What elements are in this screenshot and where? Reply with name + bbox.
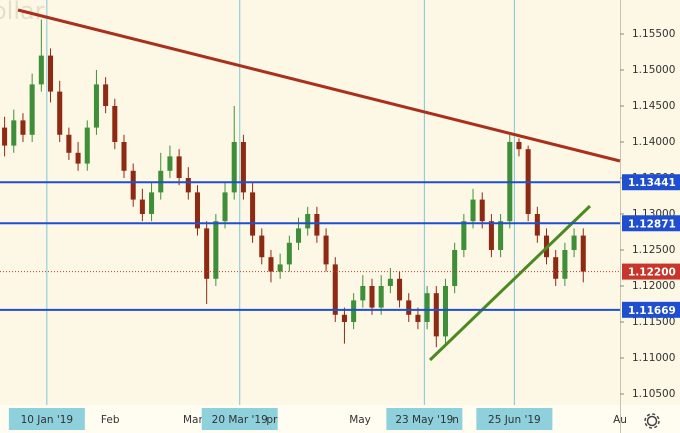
- candle-body: [323, 235, 329, 265]
- x-tick-label: pr: [266, 414, 278, 426]
- candle-body: [231, 141, 237, 193]
- candle-body: [20, 120, 26, 135]
- y-tick-label: 1.15000: [632, 64, 675, 76]
- candle-body: [185, 177, 191, 193]
- candle-body: [433, 293, 439, 337]
- candle-body: [286, 242, 292, 265]
- candle-body: [213, 221, 219, 279]
- x-axis-band: [0, 405, 680, 433]
- y-tick-label: 1.12000: [632, 280, 675, 292]
- level-label: 1.11669: [628, 305, 676, 317]
- level-label-box: [622, 174, 680, 191]
- x-tick-highlight: [386, 408, 463, 430]
- candle-body: [424, 293, 430, 322]
- candle-body: [415, 314, 421, 322]
- candle-body: [47, 55, 54, 92]
- candle-body: [442, 285, 449, 337]
- current-price-label: 1.12200: [628, 267, 676, 279]
- candle-body: [112, 105, 118, 142]
- candle-body: [479, 199, 485, 222]
- x-tick-label: Au: [613, 414, 627, 426]
- candle-body: [378, 285, 384, 308]
- x-tick-label: May: [349, 414, 371, 426]
- x-tick-highlight: [201, 408, 278, 430]
- level-label: 1.12871: [628, 218, 676, 230]
- y-tick-label: 1.11000: [632, 352, 675, 364]
- candle-body: [84, 127, 90, 164]
- candle-body: [406, 300, 412, 315]
- candle-body: [387, 278, 393, 286]
- y-tick-label: 1.14500: [632, 100, 675, 112]
- candle-body: [204, 228, 210, 279]
- candle-body: [194, 192, 201, 229]
- candle-body: [277, 264, 283, 272]
- candle-body: [580, 235, 586, 272]
- candle-body: [130, 170, 136, 200]
- candle-body: [121, 141, 127, 171]
- candle-body: [553, 257, 559, 279]
- y-tick-label: 1.10500: [632, 388, 675, 400]
- candle-body: [240, 141, 246, 193]
- candle-body: [332, 264, 338, 315]
- candle-body: [461, 221, 467, 250]
- y-tick-label: 1.15500: [632, 28, 675, 40]
- candle-body: [29, 84, 35, 135]
- current-price-box: [622, 263, 680, 280]
- candle-body: [38, 55, 44, 85]
- x-tick-label: Feb: [101, 414, 120, 426]
- candle-body: [351, 300, 357, 322]
- candle-body: [562, 249, 568, 279]
- candle-body: [167, 156, 173, 171]
- candle-body: [103, 84, 109, 106]
- y-tick-label: 1.12500: [632, 244, 675, 256]
- x-tick-label: 23 May '19: [395, 414, 453, 426]
- candle-body: [305, 213, 311, 229]
- candle-body: [452, 249, 458, 286]
- x-tick-label: Mar: [183, 414, 203, 426]
- candle-body: [66, 134, 72, 153]
- x-tick-highlight: [8, 408, 85, 430]
- candle-body: [397, 278, 403, 301]
- candle-body: [139, 199, 145, 214]
- candle-body: [149, 192, 155, 214]
- candle-body: [259, 235, 265, 258]
- candle-body: [369, 285, 375, 308]
- candle-body: [222, 192, 228, 222]
- level-label-box: [622, 215, 680, 232]
- level-label-box: [622, 301, 680, 318]
- candle-body: [176, 156, 182, 178]
- x-tick-label: 25 Jun '19: [488, 414, 541, 426]
- candle-body: [75, 152, 81, 164]
- candle-body: [498, 221, 504, 250]
- candle-body: [488, 221, 494, 250]
- candle-body: [11, 120, 17, 146]
- candle-body: [93, 84, 99, 128]
- candle-body: [314, 213, 320, 236]
- candle-body: [250, 192, 256, 236]
- y-tick-label: 1.14000: [632, 136, 675, 148]
- candle-body: [341, 314, 347, 322]
- candle-body: [360, 285, 366, 301]
- candle-body: [268, 257, 274, 272]
- candle-body: [571, 235, 577, 250]
- candle-body: [470, 199, 476, 222]
- resistance-trendline: [17, 8, 621, 163]
- candle-body: [57, 91, 63, 135]
- x-tick-label: n: [452, 414, 459, 426]
- x-tick-label: 20 Mar '19: [212, 414, 268, 426]
- candle-body: [534, 213, 540, 236]
- level-label: 1.13441: [628, 177, 676, 189]
- candle-body: [295, 228, 302, 243]
- y-tick-label: 1.11500: [632, 316, 675, 328]
- x-tick-label: 10 Jan '19: [21, 414, 73, 426]
- candle-body: [2, 127, 8, 146]
- candle-body: [516, 141, 522, 150]
- settings-icon[interactable]: [644, 413, 660, 429]
- x-tick-highlight: [476, 408, 553, 430]
- support-trendline: [428, 204, 592, 362]
